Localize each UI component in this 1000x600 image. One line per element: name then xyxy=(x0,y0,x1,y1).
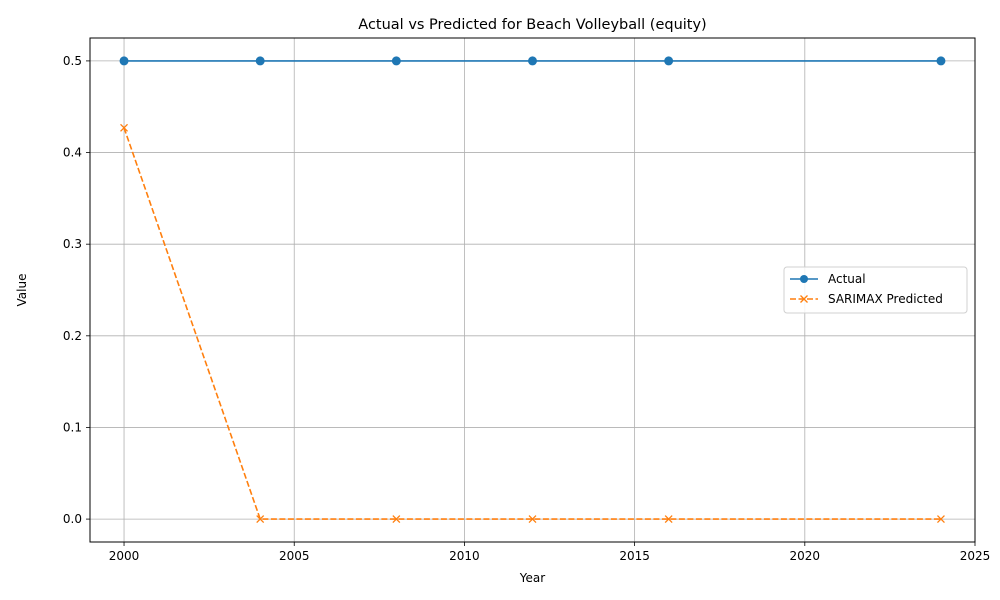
y-tick-label: 0.3 xyxy=(63,237,82,251)
legend-marker xyxy=(800,295,808,303)
series-layer xyxy=(119,56,946,524)
data-point-stroke xyxy=(256,515,265,524)
x-tick-label: 2005 xyxy=(279,549,310,563)
data-point xyxy=(392,515,401,524)
legend: Actual SARIMAX Predicted xyxy=(783,266,968,314)
y-tick-label: 0.0 xyxy=(63,512,82,526)
x-tick-label: 2000 xyxy=(109,549,140,563)
chart-title: Actual vs Predicted for Beach Volleyball… xyxy=(358,17,706,33)
data-point xyxy=(391,56,401,66)
x-tick-label: 2025 xyxy=(960,549,991,563)
x-tick-label: 2015 xyxy=(619,549,650,563)
legend-label: Actual xyxy=(828,272,866,286)
x-tick-label: 2020 xyxy=(790,549,821,563)
axis-ticks: 2000 2005 2010 2015 2020 2025 0.0 0.1 0.2 0.3 0.4 0… xyxy=(63,54,990,563)
series-line-1 xyxy=(123,127,941,520)
data-point xyxy=(937,515,945,524)
y-axis-label: Value xyxy=(15,274,29,307)
data-point xyxy=(256,515,265,524)
plot-frame xyxy=(89,37,976,543)
data-point xyxy=(936,56,946,66)
x-tick-label: 2010 xyxy=(449,549,480,563)
data-point xyxy=(119,56,129,66)
data-point xyxy=(528,56,537,66)
legend-item: SARIMAX Predicted xyxy=(790,292,943,306)
data-point xyxy=(255,56,265,66)
legend-marker xyxy=(800,275,808,283)
data-point xyxy=(528,515,537,524)
data-point-stroke xyxy=(664,515,673,524)
y-tick-label: 0.1 xyxy=(63,420,82,434)
y-tick-label: 0.5 xyxy=(63,54,82,68)
data-point xyxy=(120,123,128,132)
data-point-stroke xyxy=(528,515,537,524)
data-point-stroke xyxy=(392,515,401,524)
data-point-stroke xyxy=(120,123,128,132)
data-point xyxy=(664,56,674,66)
data-point xyxy=(664,515,673,524)
x-axis-label: Year xyxy=(519,571,545,585)
y-tick-label: 0.2 xyxy=(63,329,82,343)
data-point-stroke xyxy=(937,515,945,524)
legend-label: SARIMAX Predicted xyxy=(828,292,943,306)
legend-item: Actual xyxy=(790,272,866,286)
y-tick-label: 0.4 xyxy=(63,146,82,160)
legend-box xyxy=(783,266,968,314)
